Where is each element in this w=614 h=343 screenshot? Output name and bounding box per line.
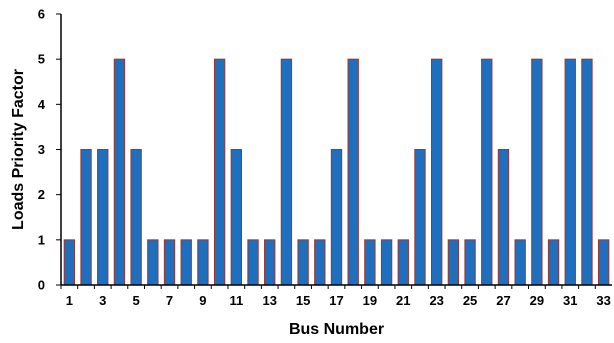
x-tick-label: 33 (596, 293, 610, 308)
bar-bus-10 (213, 58, 226, 286)
bar-bus-22 (414, 149, 426, 286)
bar-bus-6 (147, 239, 159, 286)
x-tick-label: 17 (329, 293, 343, 308)
bar-bus-33 (597, 239, 610, 286)
bar-bus-7 (163, 239, 176, 286)
bar-bus-23 (431, 58, 443, 286)
x-tick-label: 3 (99, 293, 106, 308)
bar-bus-20 (380, 239, 393, 286)
bar-bus-32 (581, 58, 593, 286)
bar-bus-26 (481, 58, 493, 286)
x-tick-label: 31 (563, 293, 577, 308)
x-tick-label: 9 (199, 293, 206, 308)
bar-bus-16 (314, 239, 326, 286)
bar-bus-13 (264, 239, 276, 286)
x-tick-label: 23 (429, 293, 443, 308)
y-tick-label: 1 (38, 232, 45, 247)
bar-bus-25 (464, 239, 476, 286)
y-axis-title: Loads Priority Factor (10, 69, 27, 230)
x-tick-label: 29 (530, 293, 544, 308)
bar-bus-2 (80, 149, 92, 286)
bar-bus-17 (330, 149, 343, 286)
y-tick-label: 6 (38, 7, 45, 22)
y-tick-label: 0 (38, 278, 45, 293)
x-ticks: 1 3 5 7 9 11 13 15 17 19 21 23 25 27 29 31 33 (60, 285, 611, 308)
bar-bus-30 (547, 239, 560, 286)
x-tick-label: 27 (496, 293, 510, 308)
x-tick-label: 19 (363, 293, 377, 308)
x-tick-label: 13 (262, 293, 276, 308)
bar-bus-3 (97, 149, 109, 286)
x-tick-label: 5 (133, 293, 140, 308)
x-tick-label: 15 (296, 293, 310, 308)
bar-bus-27 (497, 149, 510, 286)
x-tick-label: 11 (229, 293, 243, 308)
y-tick-label: 4 (38, 97, 46, 112)
bar-bus-18 (347, 58, 359, 286)
bar-bus-11 (230, 149, 242, 286)
bar-bus-4 (113, 58, 126, 286)
bar-bus-31 (564, 58, 576, 286)
y-ticks: 0 1 2 3 4 5 6 (38, 7, 61, 293)
bar-bus-15 (297, 239, 309, 286)
x-tick-label: 25 (463, 293, 477, 308)
bar-bus-14 (280, 58, 293, 286)
x-tick-label: 1 (66, 293, 73, 308)
bar-bus-24 (447, 239, 460, 286)
bar-bus-19 (364, 239, 376, 286)
bar-bus-9 (197, 239, 209, 286)
plot-area (63, 58, 610, 286)
bar-bus-12 (247, 239, 259, 286)
x-tick-label: 21 (396, 293, 410, 308)
y-tick-label: 5 (38, 52, 45, 67)
bar-bus-8 (180, 239, 192, 286)
x-tick-label: 7 (166, 293, 173, 308)
bar-bus-29 (531, 58, 543, 286)
y-tick-label: 3 (38, 142, 45, 157)
bar-bus-1 (63, 239, 76, 286)
y-tick-label: 2 (38, 187, 45, 202)
x-axis-title: Bus Number (289, 321, 384, 338)
bar-bus-28 (514, 239, 526, 286)
bar-bus-5 (130, 149, 142, 286)
bar-bus-21 (397, 239, 409, 286)
